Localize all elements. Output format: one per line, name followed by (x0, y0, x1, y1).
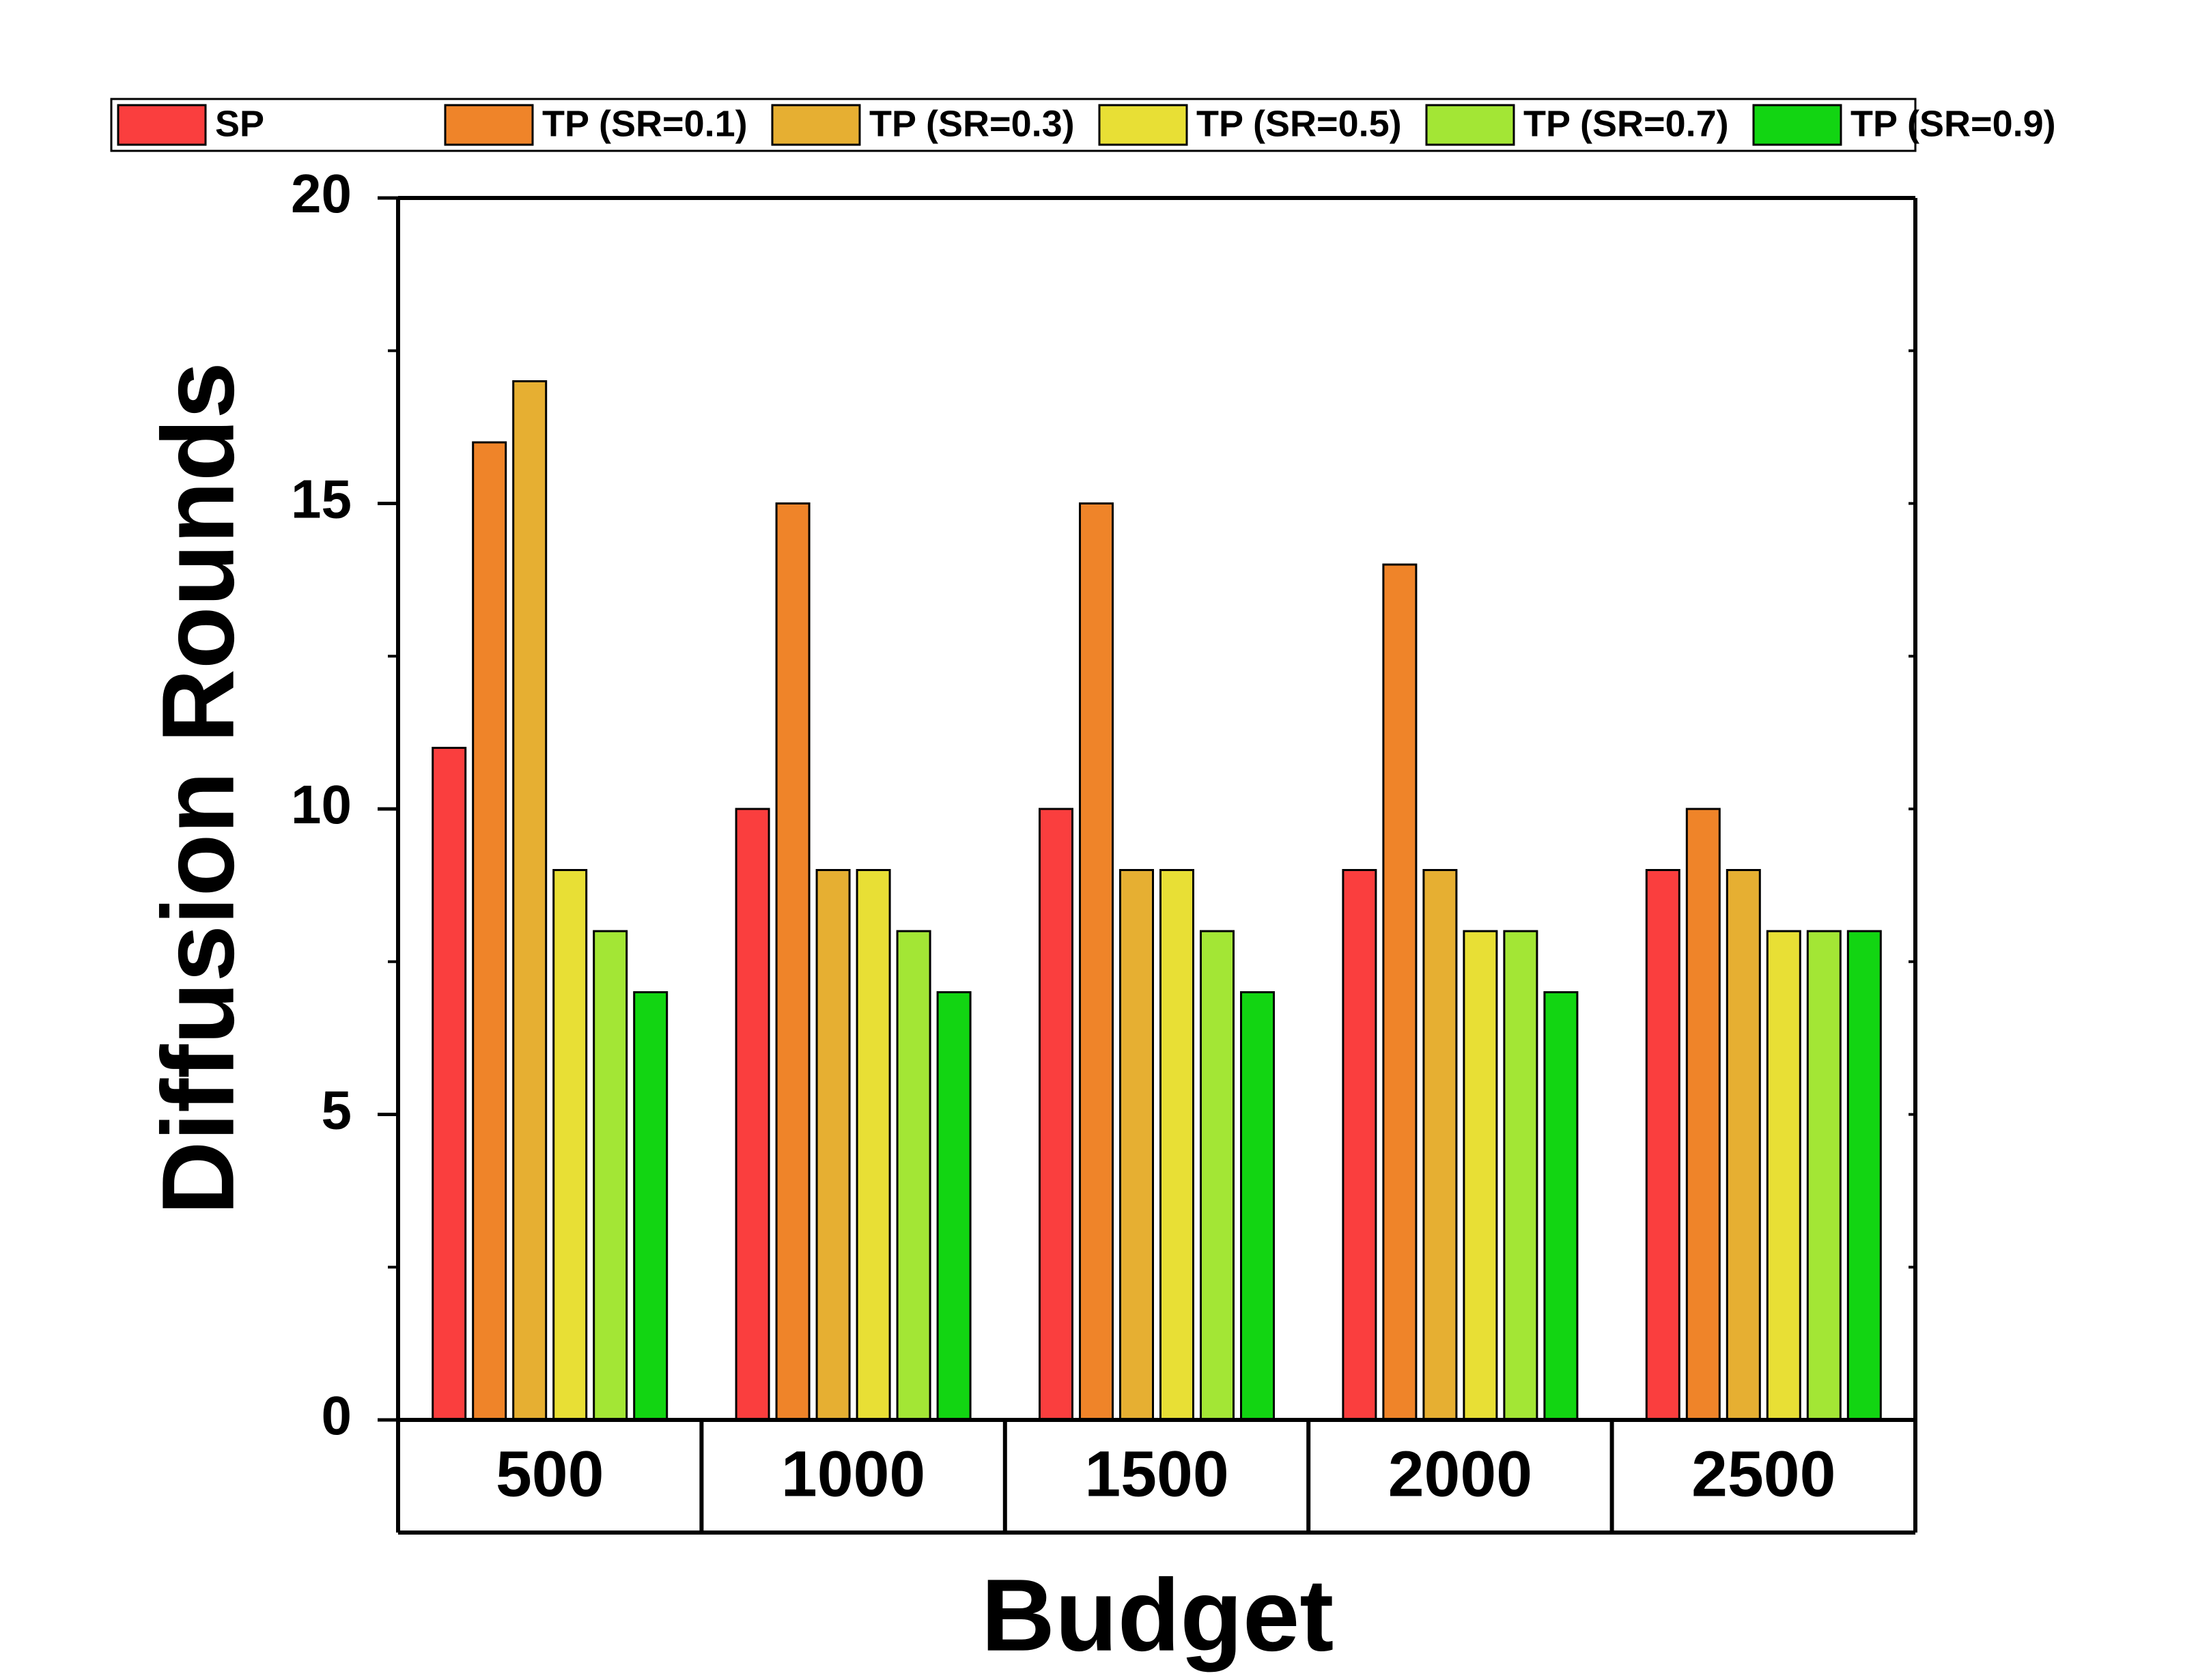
bar-1500-series-3 (1119, 869, 1154, 1421)
bar-2000-series-5 (1503, 930, 1538, 1421)
x-axis-table: 500 1000 1500 2000 2500 (396, 1420, 1917, 1535)
bar-500-series-4 (552, 869, 588, 1421)
bar-2000-series-4 (1463, 930, 1498, 1421)
legend-label-3: TP (SR=0.3) (869, 103, 1075, 144)
y-tick-label-20: 20 (291, 163, 352, 224)
x-tick-label-2500: 2500 (1691, 1438, 1835, 1511)
bar-2000-series-1 (1342, 869, 1377, 1421)
y-tick-label-15: 15 (291, 469, 352, 530)
legend-label-2: TP (SR=0.1) (542, 103, 748, 144)
bar-500-series-3 (512, 380, 548, 1421)
legend: SP TP (SR=0.1) TP (SR=0.3) TP (SR=0.5) TP (S… (110, 98, 2056, 152)
legend-swatch-1 (117, 104, 207, 146)
legend-label-4: TP (SR=0.5) (1196, 103, 1402, 144)
legend-label-6: TP (SR=0.9) (1850, 103, 2056, 144)
x-tick-label-2000: 2000 (1388, 1438, 1532, 1511)
bar-2500-series-5 (1806, 930, 1842, 1421)
bar-1000-series-4 (856, 869, 891, 1421)
bar-2000-series-2 (1382, 563, 1418, 1421)
y-tick-label-5: 5 (322, 1080, 352, 1141)
legend-label-1: SP (215, 103, 264, 144)
bar-2500-series-4 (1766, 930, 1801, 1421)
bar-1000-series-6 (936, 991, 972, 1421)
bar-2000-series-6 (1543, 991, 1579, 1421)
bar-2500-series-3 (1726, 869, 1761, 1421)
bar-2500-series-6 (1846, 930, 1882, 1421)
y-tick-label-10: 10 (291, 774, 352, 835)
x-axis-label: Budget (981, 1558, 1334, 1672)
bar-500-series-1 (432, 747, 467, 1421)
bar-1000-series-1 (735, 808, 770, 1421)
bar-1000-series-3 (815, 869, 851, 1421)
legend-swatch-4 (1098, 104, 1188, 146)
legend-swatch-3 (771, 104, 861, 146)
legend-swatch-5 (1425, 104, 1515, 146)
bar-500-series-5 (593, 930, 628, 1421)
plot-frame (396, 196, 1917, 1422)
y-tick-label-0: 0 (322, 1385, 352, 1446)
bar-2500-series-1 (1645, 869, 1680, 1421)
bar-1500-series-2 (1079, 502, 1114, 1421)
y-axis: 0 5 10 15 20 (291, 163, 398, 1446)
bar-2500-series-2 (1685, 808, 1721, 1421)
legend-label-5: TP (SR=0.7) (1523, 103, 1729, 144)
x-tick-label-1500: 1500 (1084, 1438, 1228, 1511)
x-tick-label-1000: 1000 (781, 1438, 925, 1511)
bar-1000-series-2 (775, 502, 811, 1421)
bar-500-series-2 (472, 441, 507, 1421)
legend-swatch-2 (444, 104, 534, 146)
bar-2000-series-3 (1422, 869, 1458, 1421)
bar-500-series-6 (633, 991, 668, 1421)
bars-layer (432, 380, 1882, 1421)
bar-1500-series-5 (1200, 930, 1235, 1421)
legend-swatch-6 (1752, 104, 1842, 146)
x-tick-label-500: 500 (496, 1438, 604, 1511)
bar-1500-series-4 (1159, 869, 1194, 1421)
y-axis-label: Diffusion Rounds (141, 362, 255, 1215)
bar-1000-series-5 (896, 930, 931, 1421)
legend-frame (110, 98, 1917, 152)
bar-1500-series-6 (1240, 991, 1275, 1421)
bar-1500-series-1 (1039, 808, 1073, 1421)
